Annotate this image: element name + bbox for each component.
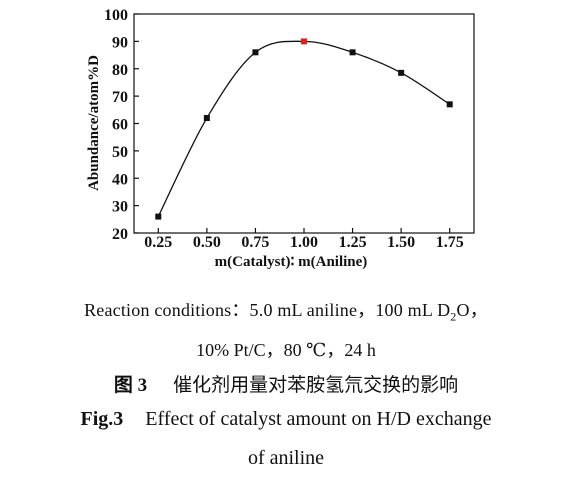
figure-caption-cn: 图 3 催化剂用量对苯胺氢氘交换的影响 (0, 370, 572, 397)
data-point (252, 49, 259, 56)
y-tick-label: 90 (112, 34, 128, 51)
y-axis-ticks: 20 30 40 50 60 70 80 90 100 (104, 7, 139, 243)
y-tick-label: 70 (112, 89, 128, 106)
y-tick-label: 40 (112, 171, 128, 188)
x-axis-title: m(Catalyst)∶ m(Aniline) (215, 254, 368, 270)
figure-caption-en-line-2: of aniline (0, 447, 572, 470)
data-point (203, 115, 210, 122)
x-tick-label: 1.75 (436, 234, 464, 251)
x-tick-label: 0.25 (144, 234, 172, 251)
series-line (157, 40, 451, 217)
chart: 20 30 40 50 60 70 80 90 100 0.25 0.50 0.75 1.00 1.25… (86, 7, 475, 270)
figure-title-en-line-2: of aniline (247, 447, 325, 469)
figure-title-cn: 催化剂用量对苯胺氢氘交换的影响 (173, 375, 459, 396)
x-axis-ticks: 0.25 0.50 0.75 1.00 1.25 1.50 1.75 (144, 228, 464, 251)
data-point (398, 69, 405, 76)
conditions-subscript: 2 (450, 309, 457, 324)
figure-label-cn: 图 3 (113, 375, 148, 396)
y-tick-label: 30 (112, 199, 128, 216)
conditions-text-2: 10% Pt/C，80 ℃，24 h (196, 340, 376, 360)
data-point-highlight (301, 38, 307, 45)
conditions-text-1-end: O， (456, 300, 488, 320)
data-points (155, 38, 453, 220)
x-tick-label: 0.50 (193, 234, 221, 251)
data-point (446, 101, 453, 108)
y-tick-label: 60 (112, 117, 128, 134)
x-tick-label: 0.75 (241, 234, 269, 251)
reaction-conditions-line-1: Reaction conditions：5.0 mL aniline，100 m… (0, 296, 572, 325)
y-tick-label: 100 (104, 7, 128, 24)
y-tick-label: 80 (112, 62, 128, 79)
figure-label-en: Fig.3 (80, 408, 124, 430)
figure-caption-en: Fig.3 Effect of catalyst amount on H/D ex… (0, 408, 572, 431)
y-tick-label: 20 (112, 226, 128, 243)
figure-title-en-line-1: Effect of catalyst amount on H/D exchang… (145, 408, 492, 430)
data-point (155, 213, 162, 220)
data-point (349, 49, 356, 56)
y-axis-title: Abundance/atom%D (86, 55, 102, 191)
x-tick-label: 1.50 (387, 234, 415, 251)
reaction-conditions-line-2: 10% Pt/C，80 ℃，24 h (0, 336, 572, 362)
y-tick-label: 50 (112, 144, 128, 161)
conditions-text-1: Reaction conditions：5.0 mL aniline，100 m… (84, 300, 451, 320)
x-tick-label: 1.25 (339, 234, 367, 251)
plot-frame (133, 13, 475, 234)
x-tick-label: 1.00 (290, 234, 318, 251)
